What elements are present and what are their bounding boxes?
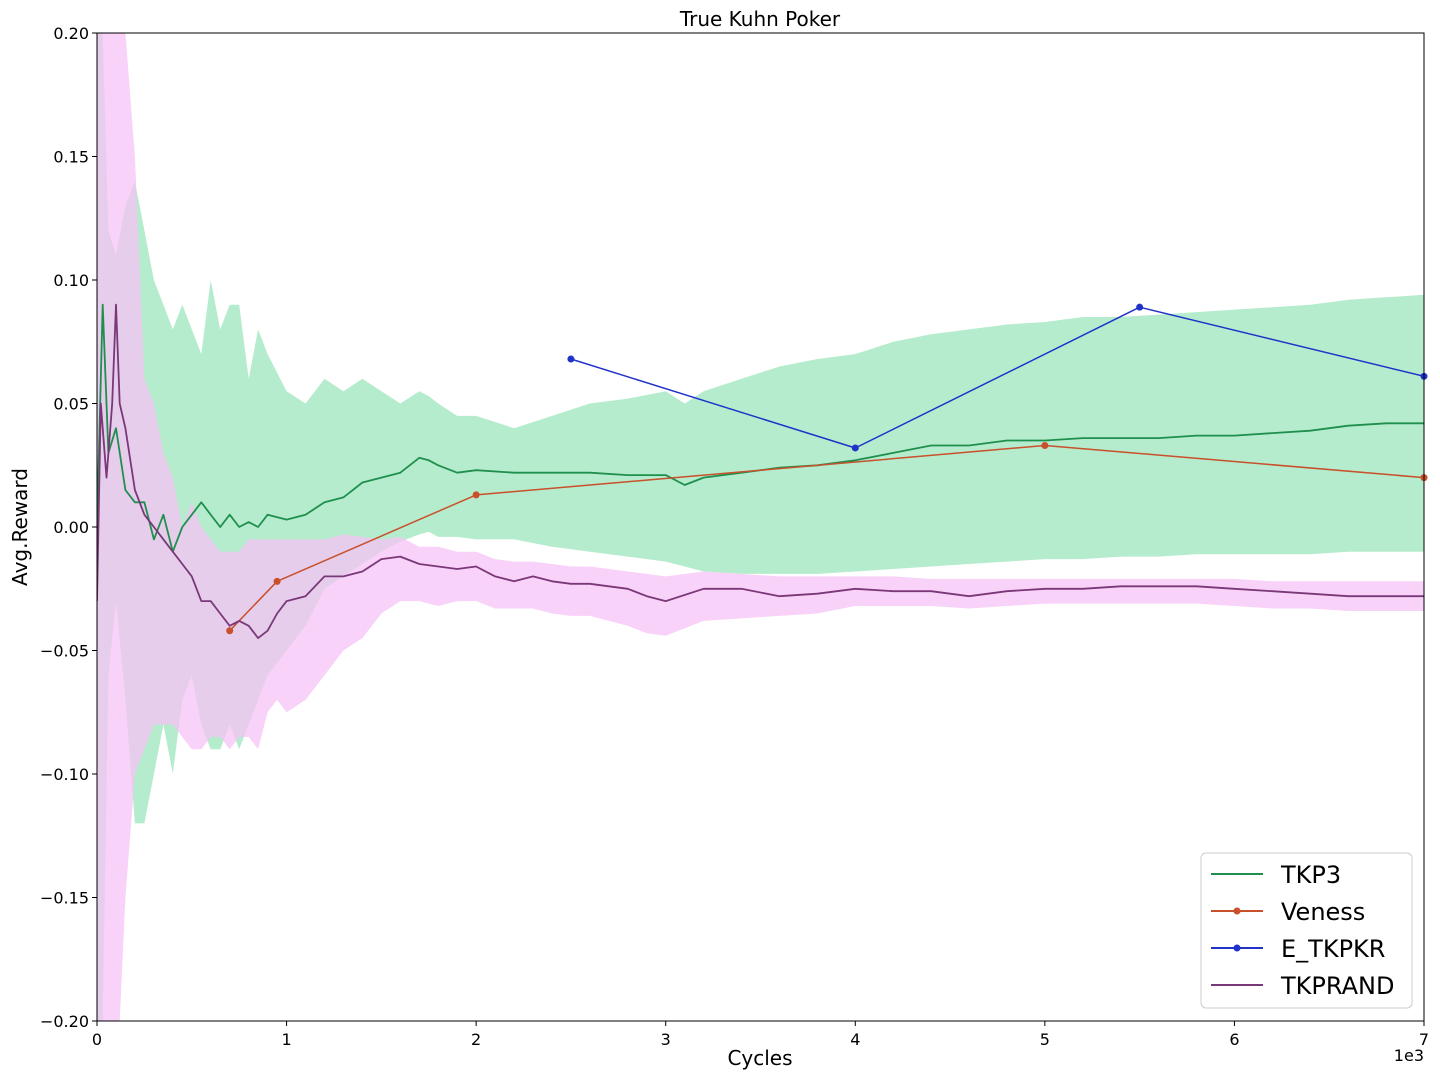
- y-tick-label: −0.15: [40, 889, 89, 908]
- legend-label-e-tkpkr: E_TKPKR: [1281, 935, 1385, 963]
- y-tick-label: 0.05: [53, 395, 89, 414]
- e-tkpkr-line: [570, 306, 1424, 449]
- x-tick-label: 7: [1419, 1030, 1429, 1049]
- chart-title: True Kuhn Poker: [679, 7, 841, 31]
- e-tkpkr-point: [567, 355, 575, 363]
- x-tick-label: 6: [1229, 1030, 1239, 1049]
- legend-box: [1200, 852, 1413, 1009]
- x-tick-label: 1: [281, 1030, 291, 1049]
- y-tick-label: 0.00: [53, 518, 89, 537]
- y-axis-title: Avg.Reward: [8, 468, 32, 586]
- e-tkpkr-point: [851, 444, 859, 452]
- x-axis: 0 1 2 3 4 5 6 7: [92, 1021, 1429, 1049]
- legend: TKP3 Veness E_TKPKR TKPRAND: [1200, 852, 1413, 1009]
- legend-label-tkprand: TKPRAND: [1280, 972, 1394, 1000]
- x-tick-label: 4: [850, 1030, 860, 1049]
- e-tkpkr-point: [1136, 303, 1144, 311]
- x-axis-title: Cycles: [727, 1046, 792, 1070]
- legend-marker-e-tkpkr: [1233, 944, 1241, 952]
- tkp3-band: [97, 33, 1424, 1021]
- x-tick-label: 3: [661, 1030, 671, 1049]
- legend-marker-veness: [1233, 907, 1241, 915]
- x-tick-label: 5: [1040, 1030, 1050, 1049]
- confidence-bands: [97, 33, 1424, 1021]
- y-tick-label: −0.05: [40, 642, 89, 661]
- tkp3-line: [97, 303, 1424, 553]
- y-tick-label: 0.20: [53, 24, 89, 43]
- x-tick-label: 2: [471, 1030, 481, 1049]
- x-tick-label: 0: [92, 1030, 102, 1049]
- y-tick-label: −0.10: [40, 765, 89, 784]
- y-tick-label: 0.10: [53, 271, 89, 290]
- veness-point: [226, 627, 234, 635]
- y-tick-label: −0.20: [40, 1012, 89, 1031]
- legend-label-tkp3: TKP3: [1280, 861, 1341, 889]
- x-offset-text: 1e3: [1394, 1046, 1424, 1065]
- legend-label-veness: Veness: [1281, 898, 1365, 926]
- veness-point: [1041, 441, 1049, 449]
- tkprand-line: [97, 303, 1424, 639]
- y-axis: −0.20 −0.15 −0.10 −0.05 0.00 0.05 0.10 0.15 0.20: [40, 24, 97, 1031]
- veness-point: [472, 491, 480, 499]
- series-lines: [97, 303, 1424, 639]
- veness-point: [273, 577, 281, 585]
- y-tick-label: 0.15: [53, 148, 89, 167]
